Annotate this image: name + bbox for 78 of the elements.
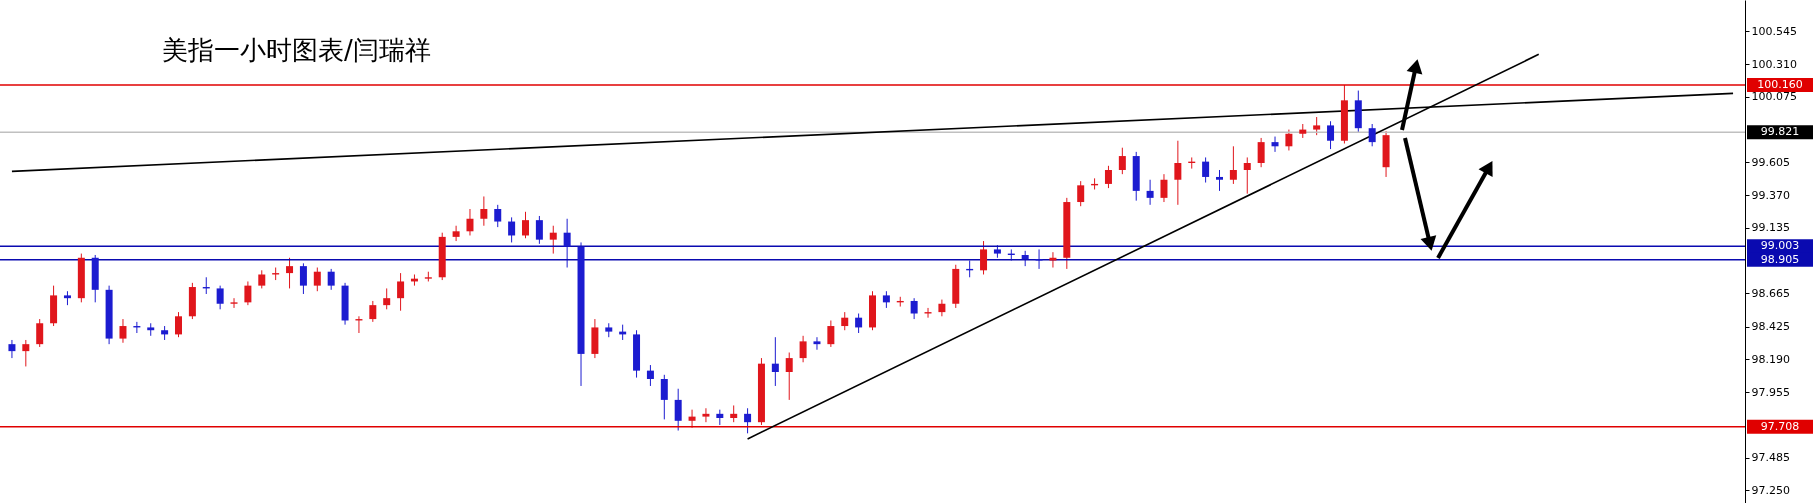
candlestick [1146, 179, 1154, 206]
ref-line-label: 98.905 [1760, 252, 1800, 266]
candlestick [175, 311, 182, 338]
candlestick [1257, 137, 1265, 168]
candlestick [1271, 136, 1279, 153]
candlestick [1035, 248, 1043, 270]
candlestick [480, 195, 488, 227]
candlestick [771, 336, 779, 387]
candlestick [660, 374, 668, 420]
candlestick [646, 364, 654, 387]
ref-line-label: 100.160 [1757, 77, 1803, 91]
candlestick [702, 407, 710, 423]
candlestick [563, 218, 571, 269]
candlestick [1202, 156, 1210, 184]
candlestick [980, 240, 988, 275]
text: 美指一小时图表/闫瑞祥 [162, 35, 431, 65]
candlestick [508, 216, 516, 243]
candlestick [785, 352, 793, 401]
candlestick [1174, 140, 1182, 206]
candlestick [855, 313, 863, 334]
candlestick [549, 225, 557, 255]
candlestick [8, 339, 16, 359]
candlestick [813, 336, 821, 351]
candlestick [1313, 116, 1321, 136]
candlestick [258, 269, 266, 289]
candlestick [799, 335, 807, 363]
y-tick-label: 97.250 [1751, 483, 1790, 497]
y-tick-label: 99.605 [1751, 155, 1790, 169]
ref-line-label: 99.003 [1760, 239, 1800, 253]
candlestick [1216, 169, 1223, 192]
y-tick-label: 97.485 [1751, 451, 1790, 465]
candlestick [397, 272, 405, 312]
candlestick [522, 211, 529, 239]
candlestick [383, 287, 391, 310]
candlestick [688, 409, 696, 429]
candlestick [924, 307, 932, 319]
candlestick [216, 285, 224, 310]
candlestick [841, 311, 849, 331]
candlestick [244, 280, 252, 306]
candlestick [1229, 145, 1237, 185]
y-tick-label: 98.665 [1751, 286, 1790, 300]
candlestick [494, 204, 502, 228]
y-tick-label: 100.310 [1751, 57, 1797, 71]
ref-line-label: 99.821 [1760, 125, 1800, 139]
candlestick [369, 300, 377, 323]
y-tick-label: 100.075 [1751, 90, 1797, 104]
candlestick [674, 388, 682, 432]
candlestick [327, 268, 335, 291]
candlestick [535, 215, 543, 245]
y-tick-label: 99.135 [1751, 221, 1790, 235]
candlestick [466, 208, 474, 236]
y-tick-label: 100.545 [1751, 24, 1797, 38]
candlestick [827, 319, 835, 348]
candlestick [1327, 120, 1335, 150]
ref-line-label: 97.708 [1760, 419, 1800, 433]
candlestick [1118, 147, 1126, 175]
candlestick [313, 267, 321, 292]
candlestick [1368, 123, 1376, 147]
y-tick-label: 99.370 [1751, 188, 1790, 202]
y-tick-label: 98.190 [1751, 352, 1790, 366]
candlestick [1160, 173, 1168, 203]
y-tick-label: 97.955 [1751, 385, 1790, 399]
candlestick [1243, 156, 1251, 195]
candlestick [744, 407, 752, 434]
candlestick [286, 257, 294, 289]
y-tick-label: 98.425 [1751, 320, 1790, 334]
candlestick [230, 297, 238, 309]
candlestick [1104, 165, 1112, 189]
candlestick [299, 262, 307, 295]
candlestick [910, 297, 918, 320]
candlestick [36, 318, 44, 348]
candlestick [119, 318, 127, 344]
candlestick [1049, 251, 1057, 269]
candlestick [938, 299, 946, 317]
candlestick [452, 225, 460, 242]
candlestick [22, 339, 30, 367]
candlestick [1285, 129, 1293, 151]
candlestick [1077, 180, 1085, 207]
